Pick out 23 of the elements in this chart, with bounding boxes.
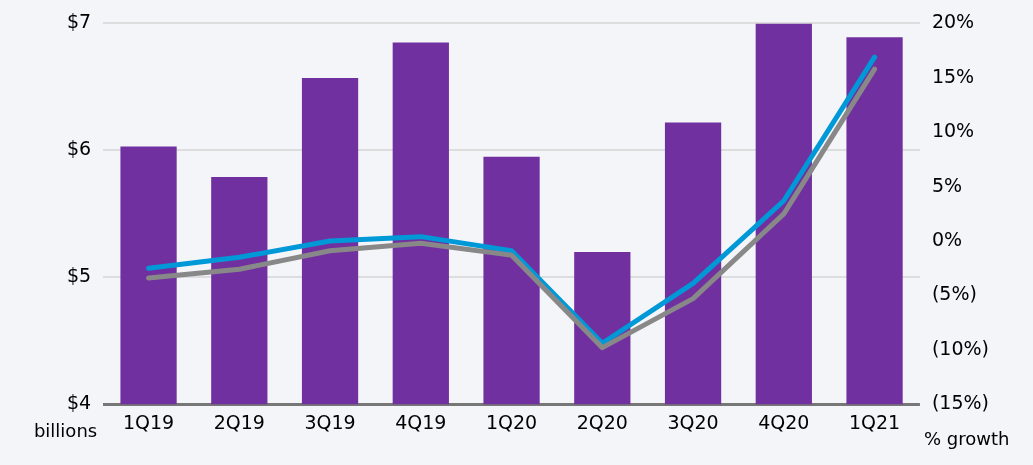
x-tick-label: 3Q20 xyxy=(667,410,719,433)
x-tick-label: 2Q20 xyxy=(576,410,628,433)
y2-tick-label: (10%) xyxy=(931,336,990,359)
y2-tick-label: (15%) xyxy=(931,391,990,414)
y2-tick-label: 10% xyxy=(931,119,975,142)
x-tick-label: 3Q19 xyxy=(304,410,356,433)
y-tick-label: $7 xyxy=(66,10,92,33)
x-tick-label: 4Q19 xyxy=(395,410,447,433)
y2-tick-label: 15% xyxy=(931,64,975,87)
x-tick-label: 1Q19 xyxy=(122,410,175,433)
y2-tick-label: 20% xyxy=(931,10,975,33)
x-tick-label: 2Q19 xyxy=(213,410,265,433)
x-tick-label: 1Q21 xyxy=(848,410,901,433)
y-tick-label: $4 xyxy=(66,391,92,414)
y-tick-label: $6 xyxy=(66,137,92,160)
x-tick-label: 1Q20 xyxy=(485,410,538,433)
y2-tick-label: (5%) xyxy=(931,282,977,305)
x-tick-label: 4Q20 xyxy=(758,410,810,433)
y2-tick-label: 0% xyxy=(931,227,963,250)
y2-tick-label: 5% xyxy=(931,173,963,196)
y-axis-title: billions xyxy=(33,419,98,441)
y2-axis-title: % growth xyxy=(923,427,1010,449)
y-tick-label: $5 xyxy=(66,264,92,287)
